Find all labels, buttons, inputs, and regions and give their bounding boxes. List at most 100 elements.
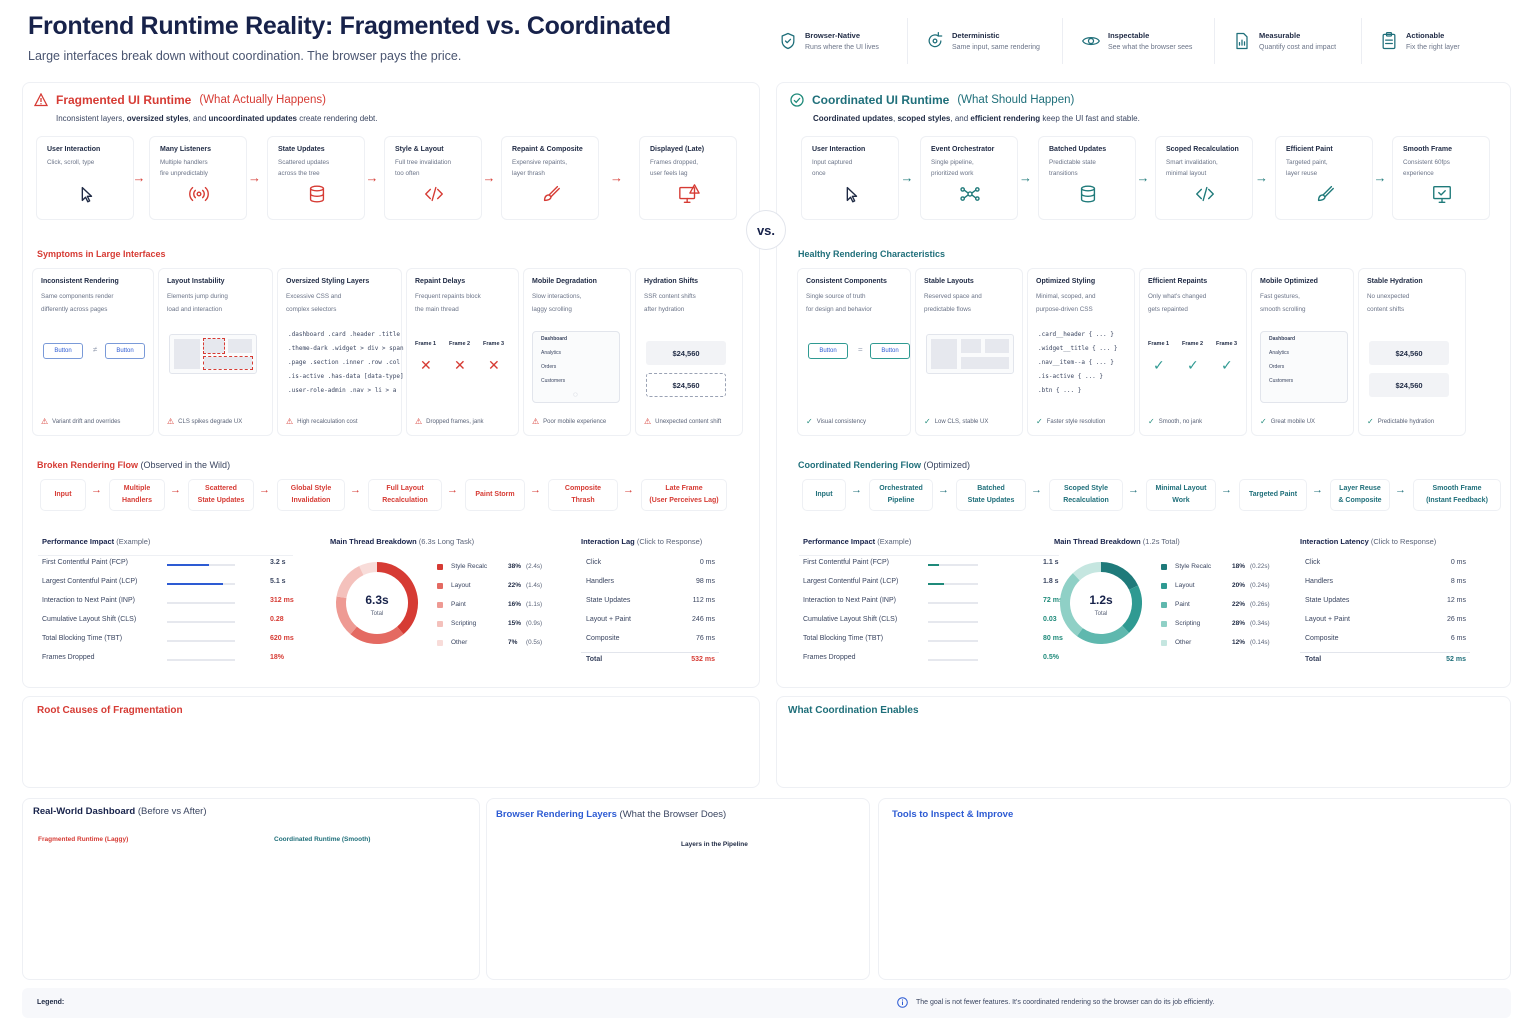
warning-icon: ⚠ — [41, 417, 49, 426]
lag-label: Layout + Paint — [1305, 616, 1350, 623]
clipboard-icon — [1382, 32, 1396, 50]
lag-label: Composite — [1305, 635, 1339, 642]
perf-metric-track — [928, 564, 978, 566]
right-pill-step: Targeted Paint — [1239, 479, 1307, 511]
symptom-footer-text: Unexpected content shift — [655, 418, 722, 425]
phone-mock: Dashboard Analytics Orders Customers — [1260, 331, 1348, 403]
flow-step-desc: Click, scroll, type — [47, 159, 95, 166]
thread-legend-label: Style Recalc — [451, 563, 488, 570]
right-pill-step: Orchestrated Pipeline — [869, 479, 933, 511]
symptom-desc: Same components render differently acros… — [41, 293, 114, 313]
layout-wireframe — [926, 334, 1014, 374]
sample-button: Button — [43, 343, 83, 359]
legend-swatch — [437, 640, 443, 646]
symptom-footer-text: Faster style resolution — [1046, 418, 1106, 425]
symptom-illustration: Button ≠ Button — [41, 331, 147, 411]
header-feature-text: Inspectable See what the browser sees — [1108, 31, 1192, 51]
frame-label: Frame 3 — [483, 341, 505, 347]
symptom-footer: ⚠ CLS spikes degrade UX — [167, 417, 242, 426]
wire-block — [985, 339, 1009, 353]
after-label: Coordinated Runtime (Smooth) — [274, 836, 371, 843]
thread-legend-value: 12% — [1232, 639, 1246, 646]
symptom-footer-text: Variant drift and overrides — [52, 418, 121, 425]
header-feature-desc: See what the browser sees — [1108, 44, 1193, 51]
wire-block — [174, 339, 200, 369]
css-line: .btn { ... } — [1038, 387, 1082, 394]
header-feature-desc: Quantify cost and impact — [1259, 44, 1337, 51]
page-subtitle: Large interfaces break down without coor… — [28, 49, 462, 63]
intro-part: oversized styles — [126, 114, 189, 123]
flow-step-desc: Single pipeline, prioritized work — [931, 159, 974, 177]
header-feature-title: Actionable — [1406, 31, 1445, 40]
left-thread-donut — [336, 562, 418, 644]
right-flow-arrow: → — [900, 170, 914, 185]
left-flow-step: Many Listeners Multiple handlers fire unp… — [149, 136, 247, 220]
css-line: .is-active .has-data [data-type] — [288, 373, 404, 380]
legend-note-text: The goal is not fewer features. It's coo… — [916, 999, 1215, 1006]
legend-swatch — [1161, 602, 1167, 608]
left-pill-step: Composite Thrash — [548, 479, 618, 511]
symptom-footer-text: Smooth, no jank — [1158, 418, 1203, 425]
perf-metric-track — [167, 659, 235, 661]
donut-center-label: Total — [1094, 611, 1108, 617]
monitor-warning-icon — [679, 184, 700, 203]
perf-metric-label: Frames Dropped — [42, 654, 95, 661]
perf-metric-track — [167, 602, 235, 604]
left-thread-title: Main Thread Breakdown (6.3s Long Task) — [330, 537, 474, 546]
lag-title-text: Interaction Latency — [1300, 537, 1369, 546]
thread-legend-value: 16% — [508, 601, 522, 608]
signal-icon — [189, 186, 209, 202]
perf-metric-value: 80 ms — [1043, 635, 1063, 642]
symptom-footer-text: CLS spikes degrade UX — [178, 418, 243, 425]
divider — [1300, 652, 1470, 653]
lag-value: 26 ms — [1446, 616, 1466, 623]
symptom-illustration: .card__header { ... } .widget__title { ..… — [1036, 331, 1128, 411]
flow-step-desc: Input captured once — [812, 159, 853, 177]
left-flow-step: Displayed (Late) Frames dropped, user fee… — [639, 136, 737, 220]
right-flow-step: Batched Updates Predictable state transit… — [1038, 136, 1136, 220]
donut-slice — [1072, 562, 1102, 581]
right-pill-arrow: → — [938, 484, 949, 496]
thread-legend-detail: (1.4s) — [526, 582, 543, 589]
header-feature-text: Deterministic Same input, same rendering — [952, 31, 1040, 51]
thread-legend-label: Scripting — [451, 620, 477, 627]
intro-part: uncoordinated updates — [208, 114, 297, 123]
thread-legend-detail: (1.1s) — [526, 601, 543, 608]
sample-button: Button — [870, 343, 910, 359]
warning-icon: ⚠ — [415, 417, 423, 426]
coordinated-title: Coordinated UI Runtime (What Should Happ… — [790, 93, 1074, 107]
right-flow-step: Scoped Recalculation Smart invalidation, … — [1155, 136, 1253, 220]
header-feature-4: Actionable Fix the right layer — [1367, 18, 1513, 64]
perf-metric-value: 1.1 s — [1043, 559, 1059, 566]
layers-title-text: Browser Rendering Layers — [496, 809, 617, 820]
left-flow-arrow: → — [482, 170, 496, 185]
left-pill-arrow: → — [350, 484, 361, 496]
symptom-footer: ⚠ Variant drift and overrides — [41, 417, 120, 426]
fragmented-panel — [22, 82, 760, 688]
flow-step-title: Displayed (Late) — [650, 146, 705, 153]
flow-step-desc: Smart invalidation, minimal layout — [1166, 159, 1218, 177]
left-symptom-card: Repaint Delays Frequent repaints block th… — [406, 268, 519, 436]
left-pill-step: Scattered State Updates — [188, 479, 254, 511]
check-icon: ✓ — [1036, 417, 1043, 426]
header-feature-1: Deterministic Same input, same rendering — [913, 18, 1063, 64]
intro-part: , — [893, 114, 898, 123]
left-pill-step: Late Frame (User Perceives Lag) — [641, 479, 727, 511]
fragmented-title: Fragmented UI Runtime (What Actually Hap… — [34, 93, 326, 107]
header-feature-text: Browser-Native Runs where the UI lives — [805, 31, 879, 51]
lag-value: 8 ms — [1450, 578, 1466, 585]
enables-title: What Coordination Enables — [788, 705, 919, 716]
thread-legend-detail: (0.34s) — [1250, 620, 1270, 627]
pipeline-label: Layers in the Pipeline — [681, 841, 748, 848]
symptom-footer: ✓ Low CLS, stable UX — [924, 417, 988, 426]
lag-label: Handlers — [1305, 578, 1334, 585]
database-icon — [309, 185, 325, 203]
header-feature-text: Measurable Quantify cost and impact — [1259, 31, 1336, 51]
coordinated-title-text: Coordinated UI Runtime — [812, 93, 950, 107]
left-pill-step: Full Layout Recalculation — [368, 479, 442, 511]
symptom-footer-text: Great mobile UX — [1270, 418, 1316, 425]
symptom-title: Efficient Repaints — [1148, 278, 1208, 285]
thread-legend-detail: (0.14s) — [1250, 639, 1270, 646]
left-symptom-card: Inconsistent Rendering Same components re… — [32, 268, 154, 436]
flow-step-title: Style & Layout — [395, 146, 444, 153]
